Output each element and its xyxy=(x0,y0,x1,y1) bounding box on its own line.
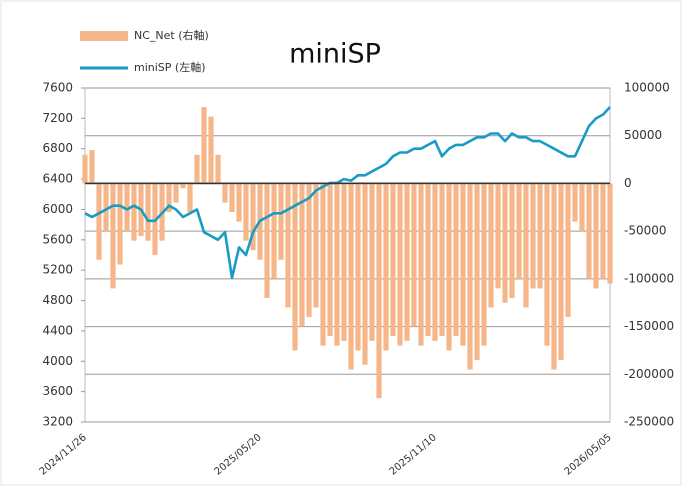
bar xyxy=(383,183,389,351)
bar xyxy=(376,183,382,399)
bar xyxy=(432,183,438,341)
bar xyxy=(516,183,522,279)
bar xyxy=(453,183,459,337)
bar xyxy=(320,183,326,346)
y-tick-label: 4400 xyxy=(42,323,73,337)
y2-tick-label: -200000 xyxy=(624,367,674,381)
bar xyxy=(285,183,291,308)
bar xyxy=(180,183,186,189)
bar xyxy=(236,183,242,222)
bar xyxy=(446,183,452,351)
y2-tick-label: -50000 xyxy=(624,224,667,238)
bar xyxy=(110,183,116,289)
bar xyxy=(425,183,431,337)
bar xyxy=(530,183,536,289)
bar xyxy=(488,183,494,308)
bar xyxy=(131,183,137,241)
bar xyxy=(306,183,312,318)
bar xyxy=(397,183,403,346)
bar xyxy=(124,183,130,232)
bar xyxy=(201,107,207,184)
bar xyxy=(474,183,480,360)
y2-tick-label: 0 xyxy=(624,176,632,190)
bar xyxy=(208,116,214,184)
bar xyxy=(292,183,298,351)
bar xyxy=(313,183,319,308)
bar xyxy=(544,183,550,346)
legend-swatch xyxy=(80,31,128,41)
legend-label: miniSP (左軸) xyxy=(134,60,206,74)
bar xyxy=(299,183,305,327)
bar xyxy=(271,183,277,279)
bar xyxy=(89,150,95,184)
bar xyxy=(327,183,333,337)
bar xyxy=(229,183,235,213)
bar xyxy=(341,183,347,341)
bar xyxy=(334,183,340,346)
y-tick-label: 3200 xyxy=(42,415,73,429)
bar xyxy=(572,183,578,222)
bar xyxy=(593,183,599,289)
bar xyxy=(558,183,564,360)
bar xyxy=(600,183,606,279)
bar xyxy=(495,183,501,289)
bar xyxy=(607,183,613,284)
bar xyxy=(145,183,151,241)
bar xyxy=(355,183,361,351)
bar xyxy=(348,183,354,370)
bar xyxy=(264,183,270,298)
bar xyxy=(565,183,571,318)
bar xyxy=(537,183,543,289)
legend-label: NC_Net (右軸) xyxy=(134,28,209,42)
y-tick-label: 5600 xyxy=(42,232,73,246)
y2-tick-label: -150000 xyxy=(624,319,674,333)
bar xyxy=(173,183,179,203)
bar xyxy=(404,183,410,341)
chart-title: miniSP xyxy=(289,39,381,70)
bar xyxy=(82,154,88,184)
bar xyxy=(439,183,445,337)
y-tick-label: 7200 xyxy=(42,111,73,125)
y2-tick-label: -250000 xyxy=(624,415,674,429)
bar xyxy=(187,183,193,213)
bar xyxy=(411,183,417,327)
bar xyxy=(250,183,256,251)
y2-tick-label: 100000 xyxy=(624,81,670,95)
bar xyxy=(509,183,515,298)
y-tick-label: 7600 xyxy=(42,81,73,95)
bar xyxy=(362,183,368,365)
bar xyxy=(96,183,102,260)
bar xyxy=(390,183,396,337)
bar xyxy=(418,183,424,346)
y2-tick-label: 50000 xyxy=(624,128,662,142)
y-tick-label: 6000 xyxy=(42,202,73,216)
bar xyxy=(481,183,487,346)
bar xyxy=(117,183,123,265)
y-tick-label: 6800 xyxy=(42,141,73,155)
line xyxy=(84,106,611,280)
bar xyxy=(523,183,529,308)
y-tick-label: 4000 xyxy=(42,354,73,368)
y-tick-label: 6400 xyxy=(42,172,73,186)
bar xyxy=(194,154,200,184)
y-tick-label: 3600 xyxy=(42,384,73,398)
y-tick-label: 4800 xyxy=(42,293,73,307)
bar xyxy=(166,183,172,213)
y-tick-label: 5200 xyxy=(42,263,73,277)
bar xyxy=(460,183,466,346)
bar xyxy=(215,154,221,184)
bar xyxy=(579,183,585,232)
bar xyxy=(222,183,228,203)
bar xyxy=(551,183,557,370)
y2-tick-label: -100000 xyxy=(624,271,674,285)
bar xyxy=(103,183,109,232)
bar xyxy=(467,183,473,370)
bar xyxy=(369,183,375,341)
bar xyxy=(243,183,249,241)
bar xyxy=(586,183,592,279)
bar xyxy=(278,183,284,260)
bar xyxy=(502,183,508,303)
